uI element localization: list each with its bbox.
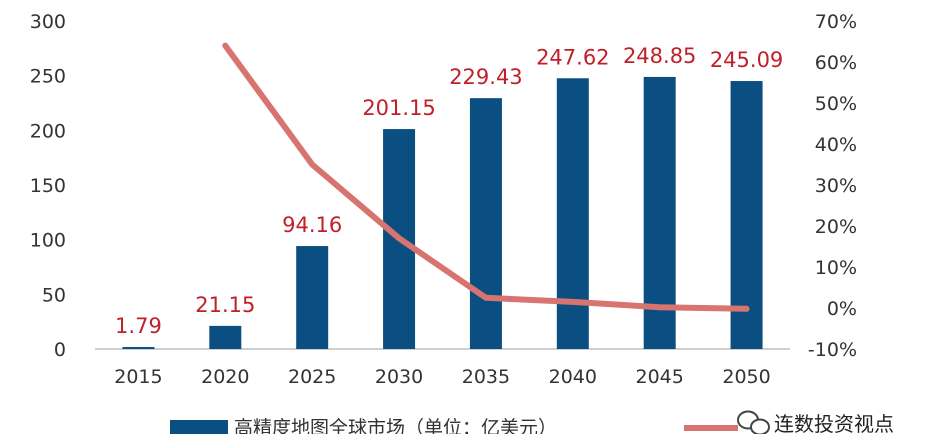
x-tick-label: 2030 <box>375 366 423 388</box>
watermark: 连数投资视点 <box>737 410 894 434</box>
right-tick-label: 0% <box>827 298 857 320</box>
bar-data-label: 94.16 <box>282 213 342 237</box>
x-tick-label: 2025 <box>288 366 336 388</box>
right-tick-label: 60% <box>815 52 857 74</box>
x-tick-label: 2050 <box>722 366 770 388</box>
bar-data-label: 248.85 <box>623 44 696 68</box>
right-tick-label: 70% <box>815 11 857 33</box>
left-tick-label: 200 <box>30 120 66 142</box>
x-axis: 2015 2020 2025 2030 2035 2040 2045 2050 <box>114 366 770 388</box>
right-tick-label: 10% <box>815 257 857 279</box>
right-tick-label: -10% <box>808 339 857 361</box>
legend-bar-label: 高精度地图全球市场（单位：亿美元） <box>234 417 557 434</box>
data-labels: 1.79 21.15 94.16 201.15 229.43 247.62 248.85 24… <box>115 44 783 338</box>
left-tick-label: 50 <box>42 284 66 306</box>
right-tick-label: 50% <box>815 93 857 115</box>
bar-data-label: 21.15 <box>195 293 255 317</box>
left-tick-label: 100 <box>30 230 66 252</box>
watermark-text: 连数投资视点 <box>774 412 894 434</box>
bar-data-label: 247.62 <box>536 45 609 69</box>
left-tick-label: 150 <box>30 175 66 197</box>
left-tick-label: 300 <box>30 11 66 33</box>
right-tick-label: 20% <box>815 216 857 238</box>
wechat-icon <box>737 410 770 434</box>
x-tick-label: 2045 <box>636 366 684 388</box>
bar <box>209 325 242 349</box>
x-tick-label: 2035 <box>462 366 510 388</box>
right-tick-label: 30% <box>815 175 857 197</box>
right-axis: -10% 0% 10% 20% 30% 40% 50% 60% 70% <box>808 11 857 361</box>
bar <box>556 78 589 349</box>
bar-data-label: 229.43 <box>449 65 522 89</box>
bar <box>730 81 763 349</box>
x-tick-label: 2040 <box>549 366 597 388</box>
left-axis: 0 50 100 150 200 250 300 <box>30 11 66 361</box>
left-tick-label: 0 <box>54 339 66 361</box>
bar-data-label: 245.09 <box>710 48 783 72</box>
bar-data-label: 1.79 <box>115 314 162 338</box>
x-tick-label: 2015 <box>114 366 162 388</box>
bar <box>469 98 502 350</box>
legend: 高精度地图全球市场（单位：亿美元） <box>170 417 738 434</box>
legend-bar-swatch <box>170 420 228 434</box>
x-tick-label: 2020 <box>201 366 249 388</box>
bar-data-label: 201.15 <box>362 96 435 120</box>
line-series <box>222 42 750 312</box>
left-tick-label: 250 <box>30 66 66 88</box>
bar <box>122 347 155 349</box>
right-tick-label: 40% <box>815 134 857 156</box>
bar <box>296 246 329 349</box>
